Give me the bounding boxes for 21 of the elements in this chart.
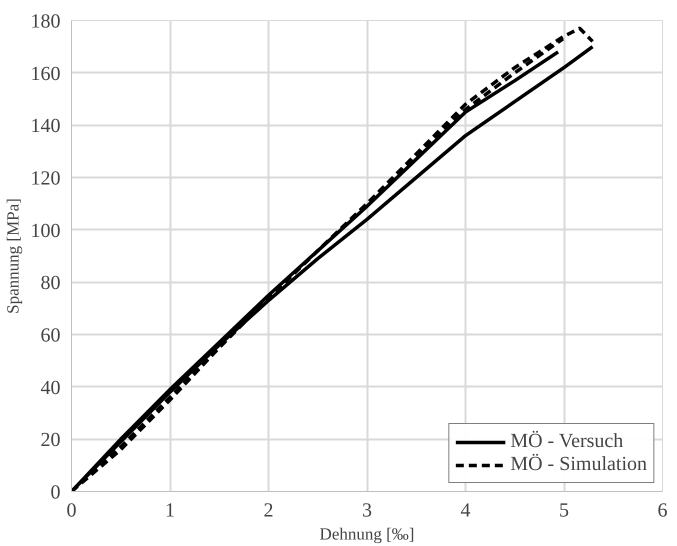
- x-tick-label: 6: [658, 500, 668, 522]
- y-tick-label: 80: [40, 272, 60, 294]
- legend-label: MÖ - Simulation: [510, 453, 647, 476]
- y-tick-label: 180: [30, 10, 60, 32]
- x-tick-label: 1: [165, 500, 175, 522]
- x-tick-label: 5: [559, 500, 569, 522]
- y-axis-title: Spannung [MPa]: [4, 198, 22, 314]
- y-tick-label: 100: [30, 220, 60, 242]
- x-tick-label: 0: [66, 500, 76, 522]
- x-tick-label: 4: [460, 500, 470, 522]
- y-tick-label: 60: [40, 324, 60, 346]
- y-tick-label: 40: [40, 376, 60, 399]
- x-tick-label: 3: [362, 500, 372, 522]
- x-tick-label: 2: [264, 500, 274, 522]
- y-tick-label: 0: [50, 482, 60, 504]
- x-axis-title: Dehnung [‰]: [320, 524, 414, 544]
- y-tick-label: 20: [40, 429, 60, 452]
- y-tick-label: 140: [30, 115, 60, 138]
- legend-label: MÖ - Versuch: [510, 430, 624, 453]
- y-tick-label: 120: [30, 168, 60, 190]
- y-tick-label: 160: [30, 62, 60, 85]
